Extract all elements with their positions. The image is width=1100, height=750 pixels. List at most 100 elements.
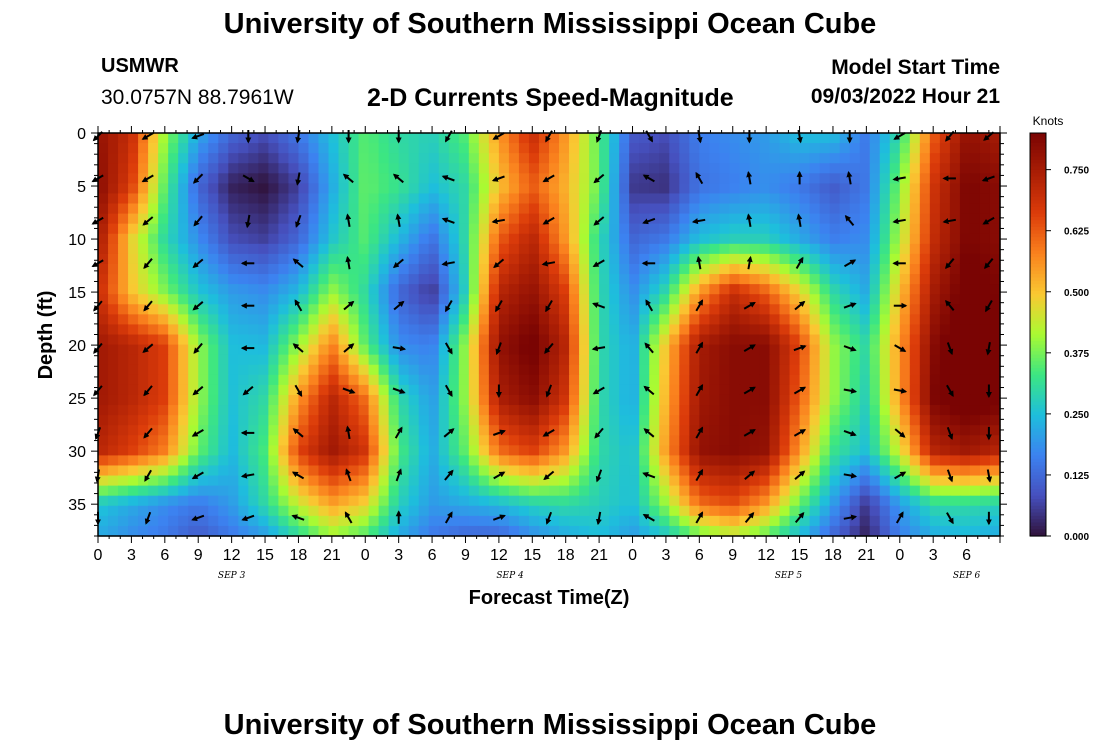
heatmap-cell bbox=[669, 233, 680, 245]
heatmap-cell bbox=[939, 183, 951, 195]
heatmap-cell bbox=[278, 263, 290, 275]
heatmap-cell bbox=[538, 455, 550, 467]
heatmap-cell bbox=[619, 173, 630, 184]
heatmap-cell bbox=[559, 435, 570, 446]
current-vector-arrow bbox=[985, 342, 992, 356]
heatmap-cell bbox=[418, 475, 430, 487]
current-vector-arrow bbox=[343, 300, 355, 311]
heatmap-cell bbox=[478, 344, 490, 356]
heatmap-cell bbox=[308, 163, 320, 174]
heatmap-cell bbox=[318, 505, 330, 517]
heatmap-cell bbox=[298, 405, 310, 416]
heatmap-cell bbox=[178, 233, 189, 245]
heatmap-cell bbox=[909, 384, 921, 396]
heatmap-cell bbox=[829, 163, 841, 174]
heatmap-cell bbox=[318, 475, 330, 487]
heatmap-cell bbox=[669, 223, 680, 235]
heatmap-cell bbox=[789, 384, 801, 396]
heatmap-cell bbox=[488, 243, 500, 255]
heatmap-cell bbox=[699, 525, 710, 537]
heatmap-cell bbox=[168, 173, 179, 184]
heatmap-cell bbox=[318, 445, 330, 456]
heatmap-cell bbox=[98, 515, 109, 527]
y-tick-label: 5 bbox=[77, 179, 86, 196]
heatmap-cell bbox=[458, 364, 470, 376]
heatmap-cell bbox=[178, 274, 189, 285]
colorbar-tick-label: 0.125 bbox=[1064, 471, 1089, 482]
heatmap-cell bbox=[729, 324, 741, 336]
heatmap-cell bbox=[528, 485, 540, 497]
heatmap-cell bbox=[549, 415, 560, 426]
current-vector-arrow bbox=[144, 469, 152, 482]
heatmap-cell bbox=[659, 274, 670, 285]
heatmap-cell bbox=[228, 405, 239, 416]
heatmap-cell bbox=[549, 213, 560, 225]
heatmap-cell bbox=[669, 304, 680, 315]
heatmap-cell bbox=[919, 425, 931, 436]
heatmap-cell bbox=[438, 274, 450, 285]
heatmap-cell bbox=[168, 515, 179, 527]
heatmap-cell bbox=[789, 455, 801, 467]
heatmap-cell bbox=[378, 344, 390, 356]
heatmap-cell bbox=[699, 243, 710, 255]
heatmap-cell bbox=[118, 143, 129, 154]
heatmap-cell bbox=[589, 133, 600, 144]
x-tick-label: 12 bbox=[223, 547, 241, 564]
heatmap-cell bbox=[629, 304, 640, 315]
heatmap-cell bbox=[919, 143, 931, 154]
heatmap-cell bbox=[969, 354, 981, 366]
heatmap-cell bbox=[358, 384, 370, 396]
heatmap-cell bbox=[959, 263, 971, 275]
heatmap-cell bbox=[929, 384, 941, 396]
heatmap-cell bbox=[649, 203, 660, 215]
heatmap-cell bbox=[859, 525, 871, 537]
heatmap-cell bbox=[909, 525, 921, 537]
heatmap-cell bbox=[559, 314, 570, 326]
heatmap-cell bbox=[839, 133, 851, 144]
heatmap-cell bbox=[579, 465, 590, 477]
heatmap-cell bbox=[98, 505, 109, 517]
heatmap-cell bbox=[789, 475, 801, 487]
colorbar-segment bbox=[1030, 364, 1046, 369]
heatmap-cell bbox=[328, 324, 340, 336]
heatmap-cell bbox=[128, 364, 139, 376]
heatmap-cell bbox=[158, 213, 169, 225]
heatmap-cell bbox=[318, 223, 330, 235]
heatmap-cell bbox=[849, 465, 861, 477]
colorbar-segment bbox=[1030, 300, 1046, 305]
heatmap-cell bbox=[428, 163, 440, 174]
heatmap-cell bbox=[939, 374, 951, 386]
heatmap-cell bbox=[278, 465, 290, 477]
heatmap-cell bbox=[118, 223, 129, 235]
x-tick-label: 9 bbox=[194, 547, 203, 564]
heatmap-cell bbox=[739, 193, 751, 205]
heatmap-cell bbox=[549, 495, 560, 507]
heatmap-cell bbox=[849, 525, 861, 537]
heatmap-cell bbox=[599, 435, 610, 446]
heatmap-cell bbox=[939, 435, 951, 446]
heatmap-cell bbox=[328, 193, 340, 205]
heatmap-cell bbox=[518, 223, 530, 235]
heatmap-cell bbox=[839, 374, 851, 386]
heatmap-cell bbox=[538, 465, 550, 477]
heatmap-cell bbox=[138, 425, 149, 436]
heatmap-cell bbox=[879, 505, 891, 517]
heatmap-cell bbox=[388, 344, 400, 356]
heatmap-cell bbox=[769, 374, 781, 386]
heatmap-cell bbox=[468, 415, 480, 426]
heatmap-cell bbox=[288, 183, 300, 195]
heatmap-cell bbox=[358, 525, 370, 537]
heatmap-cell bbox=[869, 163, 881, 174]
heatmap-cell bbox=[278, 515, 290, 527]
heatmap-cell bbox=[579, 213, 590, 225]
heatmap-cell bbox=[108, 384, 119, 396]
current-vector-arrow bbox=[984, 258, 994, 270]
colorbar-segment bbox=[1030, 371, 1046, 376]
heatmap-cell bbox=[819, 213, 831, 225]
heatmap-cell bbox=[739, 525, 751, 537]
heatmap-cell bbox=[839, 415, 851, 426]
heatmap-cell bbox=[468, 445, 480, 456]
heatmap-cell bbox=[378, 475, 390, 487]
heatmap-cell bbox=[739, 183, 751, 195]
heatmap-cell bbox=[488, 354, 500, 366]
